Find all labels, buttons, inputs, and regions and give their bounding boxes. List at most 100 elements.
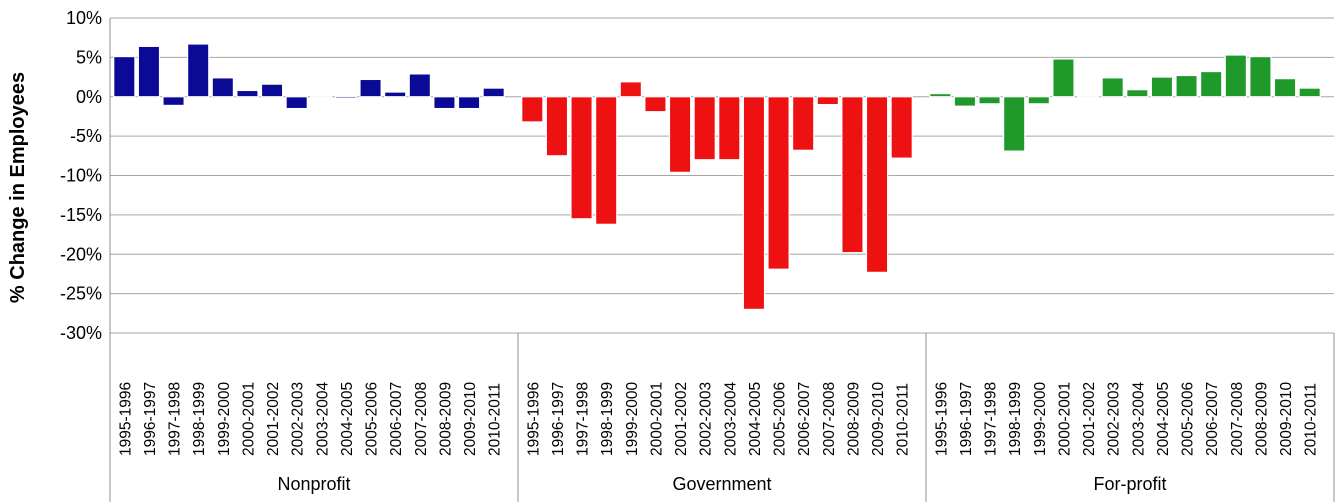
x-tick-label: 1995-1996 (117, 382, 134, 456)
x-tick-label: 2003-2004 (722, 381, 739, 456)
x-tick-labels: 1995-1996 1996-1997 1997-1998 1998-1999 1999… (117, 381, 1319, 456)
bar (408, 73, 432, 98)
x-tick-label: 2006-2007 (1204, 382, 1221, 456)
bar (1052, 58, 1075, 98)
bar (482, 87, 505, 98)
bar (619, 81, 643, 98)
y-tick-labels: 10% 5% 0% -5% -10% -15% -20% -25% -30% (60, 8, 102, 343)
x-tick-label: 2004-2005 (339, 382, 356, 456)
x-tick-label: 1998-1999 (599, 382, 616, 456)
x-tick-label: 2009-2010 (870, 381, 887, 456)
x-tick-label: 1998-1999 (1007, 382, 1024, 456)
bar (1249, 55, 1272, 98)
bar (718, 96, 741, 161)
x-tick-label: 1997-1998 (983, 382, 1000, 456)
bar (570, 96, 593, 220)
y-tick-label: -15% (60, 205, 102, 225)
x-tick-label: 1997-1998 (575, 382, 592, 456)
x-tick-label: 2009-2010 (1278, 381, 1295, 456)
bar (594, 96, 618, 225)
y-tick-label: -25% (60, 284, 102, 304)
bar (1199, 70, 1223, 98)
x-tick-label: 2007-2008 (413, 382, 430, 456)
bar (791, 96, 815, 151)
bar (1224, 54, 1248, 98)
x-tick-label: 2005-2006 (364, 382, 381, 456)
x-tick-label: 2010-2011 (487, 383, 504, 456)
bar (953, 96, 977, 107)
y-tick-label: -5% (70, 126, 102, 146)
x-tick-label: 2007-2008 (821, 382, 838, 456)
x-tick-label: 2003-2004 (314, 381, 331, 456)
bar (162, 96, 185, 107)
bar (1101, 77, 1124, 98)
x-tick-label: 2008-2009 (1253, 382, 1270, 456)
bar (1150, 76, 1174, 98)
x-tick-label: 2007-2008 (1229, 382, 1246, 456)
x-tick-label: 2005-2006 (1180, 382, 1197, 456)
x-tick-label: 2000-2001 (1056, 382, 1073, 456)
bar (137, 45, 161, 98)
bar (1076, 96, 1100, 99)
bar (359, 78, 382, 98)
bar (1175, 74, 1198, 98)
y-axis-title: % Change in Employees (7, 72, 29, 303)
bar (113, 55, 136, 98)
bar (433, 96, 456, 110)
x-tick-label: 2001-2002 (1081, 382, 1098, 456)
x-tick-label: 1995-1996 (933, 382, 950, 456)
bar (211, 77, 235, 98)
bar (1002, 96, 1026, 152)
x-tick-label: 1996-1997 (142, 382, 159, 456)
x-tick-label: 2010-2011 (1303, 383, 1320, 456)
group-label: For-profit (1093, 474, 1166, 494)
bar (1027, 96, 1051, 105)
x-tick-label: 2000-2001 (648, 382, 665, 456)
bar (1298, 87, 1321, 98)
bar (865, 96, 889, 273)
bar (457, 96, 481, 110)
bar (841, 96, 864, 254)
x-tick-label: 1997-1998 (167, 382, 184, 456)
y-tick-label: 5% (76, 47, 102, 67)
bar (693, 96, 716, 161)
y-tick-label: -20% (60, 244, 102, 264)
x-tick-label: 2004-2005 (747, 382, 764, 456)
axes (109, 18, 1335, 502)
bar (1273, 78, 1297, 98)
x-tick-label: 2006-2007 (388, 382, 405, 456)
bar (890, 96, 913, 159)
group-label: Nonprofit (277, 474, 350, 494)
bar (816, 96, 840, 106)
x-tick-label: 2006-2007 (796, 382, 813, 456)
y-tick-label: 10% (66, 8, 102, 28)
bar (186, 43, 210, 98)
group-label: Government (672, 474, 771, 494)
x-tick-label: 2008-2009 (845, 382, 862, 456)
x-tick-label: 2002-2003 (698, 382, 715, 456)
x-tick-label: 2005-2006 (772, 382, 789, 456)
y-tick-label: -10% (60, 166, 102, 186)
x-tick-label: 1999-2000 (624, 381, 641, 456)
bar (285, 96, 308, 110)
bar (334, 96, 358, 99)
x-tick-label: 2008-2009 (437, 382, 454, 456)
x-tick-label: 2002-2003 (1106, 382, 1123, 456)
x-tick-label: 1999-2000 (1032, 381, 1049, 456)
x-tick-label: 1996-1997 (958, 382, 975, 456)
x-tick-label: 2001-2002 (265, 382, 282, 456)
bar (236, 89, 259, 98)
bar (742, 96, 766, 310)
x-tick-label: 1998-1999 (191, 382, 208, 456)
x-tick-label: 2000-2001 (240, 382, 257, 456)
bar (310, 96, 333, 99)
bar (644, 96, 667, 113)
x-tick-label: 2003-2004 (1130, 381, 1147, 456)
x-tick-label: 1999-2000 (216, 381, 233, 456)
x-tick-label: 2009-2010 (462, 381, 479, 456)
bars (113, 43, 1321, 310)
gridlines (110, 17, 1334, 334)
bar (929, 92, 952, 98)
y-tick-label: -30% (60, 323, 102, 343)
group-labels: Nonprofit Government For-profit (277, 474, 1166, 494)
